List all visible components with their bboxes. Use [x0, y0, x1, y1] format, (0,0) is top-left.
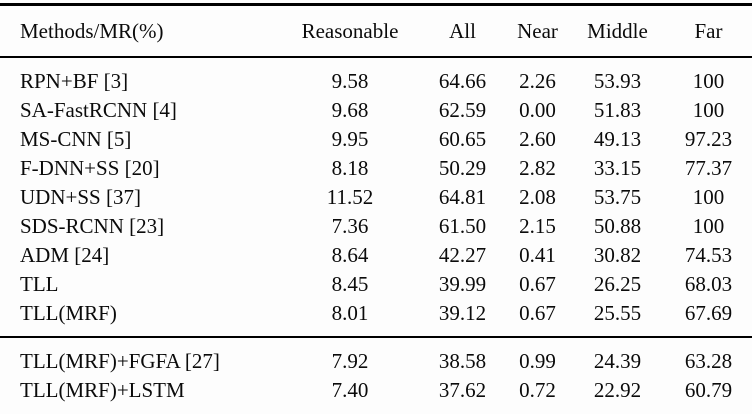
- value-cell: 0.99: [519, 349, 556, 373]
- value-cell: 30.82: [593, 243, 642, 267]
- value-cell: 42.27: [438, 243, 487, 267]
- value-cell: 53.93: [593, 69, 642, 93]
- table-row: RPN+BF [3] 9.58 64.66 2.26 53.93 100: [0, 57, 752, 96]
- method-cell: TLL(MRF)+FGFA [27]: [20, 349, 220, 373]
- table-row: SDS-RCNN [23] 7.36 61.50 2.15 50.88 100: [0, 212, 752, 241]
- table-row: MS-CNN [5] 9.95 60.65 2.60 49.13 97.23: [0, 125, 752, 154]
- table-section-main: RPN+BF [3] 9.58 64.66 2.26 53.93 100 SA-FastRC…: [0, 57, 752, 337]
- value-cell: 2.60: [519, 127, 556, 151]
- col-header-all: All: [420, 4, 505, 58]
- table-row: TLL(MRF)+LSTM 7.40 37.62 0.72 22.92 60.79: [0, 376, 752, 414]
- value-cell: 100: [692, 214, 725, 238]
- table-row: TLL(MRF) 8.01 39.12 0.67 25.55 67.69: [0, 299, 752, 337]
- value-cell: 50.29: [438, 156, 487, 180]
- value-cell: 64.66: [438, 69, 487, 93]
- value-cell: 0.67: [519, 272, 556, 296]
- value-cell: 0.00: [519, 98, 556, 122]
- table-row: UDN+SS [37] 11.52 64.81 2.08 53.75 100: [0, 183, 752, 212]
- col-header-near: Near: [505, 4, 570, 58]
- value-cell: 8.18: [331, 156, 369, 180]
- value-cell: 26.25: [593, 272, 642, 296]
- value-cell: 0.41: [519, 243, 556, 267]
- value-cell: 68.03: [684, 272, 733, 296]
- value-cell: 61.50: [438, 214, 487, 238]
- value-cell: 7.36: [331, 214, 369, 238]
- table-row: TLL 8.45 39.99 0.67 26.25 68.03: [0, 270, 752, 299]
- value-cell: 8.01: [331, 301, 369, 325]
- col-header-far: Far: [665, 4, 752, 58]
- value-cell: 39.12: [438, 301, 487, 325]
- value-cell: 25.55: [593, 301, 642, 325]
- value-cell: 100: [692, 185, 725, 209]
- value-cell: 100: [692, 98, 725, 122]
- method-cell: SDS-RCNN [23]: [20, 214, 165, 238]
- value-cell: 63.28: [684, 349, 733, 373]
- value-cell: 97.23: [684, 127, 733, 151]
- value-cell: 53.75: [593, 185, 642, 209]
- value-cell: 7.40: [331, 378, 369, 402]
- value-cell: 37.62: [438, 378, 487, 402]
- method-cell: F-DNN+SS [20]: [20, 156, 160, 180]
- table-row: F-DNN+SS [20] 8.18 50.29 2.82 33.15 77.37: [0, 154, 752, 183]
- value-cell: 62.59: [438, 98, 487, 122]
- value-cell: 67.69: [684, 301, 733, 325]
- value-cell: 7.92: [331, 349, 369, 373]
- value-cell: 2.82: [519, 156, 556, 180]
- value-cell: 100: [692, 69, 725, 93]
- value-cell: 50.88: [593, 214, 642, 238]
- value-cell: 11.52: [326, 185, 374, 209]
- method-cell: ADM [24]: [20, 243, 110, 267]
- method-cell: RPN+BF [3]: [20, 69, 129, 93]
- value-cell: 9.68: [331, 98, 369, 122]
- value-cell: 51.83: [593, 98, 642, 122]
- value-cell: 24.39: [593, 349, 642, 373]
- value-cell: 8.45: [331, 272, 369, 296]
- table-row: ADM [24] 8.64 42.27 0.41 30.82 74.53: [0, 241, 752, 270]
- value-cell: 33.15: [593, 156, 642, 180]
- method-cell: UDN+SS [37]: [20, 185, 141, 209]
- value-cell: 39.99: [438, 272, 487, 296]
- value-cell: 2.26: [519, 69, 556, 93]
- method-cell: TLL(MRF): [20, 301, 117, 325]
- col-header-middle: Middle: [570, 4, 665, 58]
- value-cell: 8.64: [331, 243, 369, 267]
- value-cell: 0.72: [519, 378, 556, 402]
- value-cell: 77.37: [684, 156, 733, 180]
- method-cell: TLL: [20, 272, 59, 296]
- value-cell: 64.81: [438, 185, 487, 209]
- value-cell: 9.95: [331, 127, 369, 151]
- value-cell: 74.53: [684, 243, 733, 267]
- value-cell: 38.58: [438, 349, 487, 373]
- results-table: Methods/MR(%) Reasonable All Near Middle…: [0, 3, 752, 414]
- value-cell: 60.65: [438, 127, 487, 151]
- method-cell: TLL(MRF)+LSTM: [20, 378, 185, 402]
- header-row: Methods/MR(%) Reasonable All Near Middle…: [0, 4, 752, 58]
- value-cell: 49.13: [593, 127, 642, 151]
- table-row: TLL(MRF)+FGFA [27] 7.92 38.58 0.99 24.39 63.2…: [0, 337, 752, 376]
- value-cell: 0.67: [519, 301, 556, 325]
- table-header: Methods/MR(%) Reasonable All Near Middle…: [0, 4, 752, 58]
- table-section-ours: TLL(MRF)+FGFA [27] 7.92 38.58 0.99 24.39 63.2…: [0, 337, 752, 414]
- method-cell: SA-FastRCNN [4]: [20, 98, 177, 122]
- col-header-methods: Methods/MR(%): [0, 4, 280, 58]
- table-row: SA-FastRCNN [4] 9.68 62.59 0.00 51.83 100: [0, 96, 752, 125]
- col-header-reasonable: Reasonable: [280, 4, 420, 58]
- value-cell: 9.58: [331, 69, 369, 93]
- value-cell: 2.15: [519, 214, 556, 238]
- value-cell: 2.08: [519, 185, 556, 209]
- method-cell: MS-CNN [5]: [20, 127, 132, 151]
- value-cell: 22.92: [593, 378, 642, 402]
- value-cell: 60.79: [684, 378, 733, 402]
